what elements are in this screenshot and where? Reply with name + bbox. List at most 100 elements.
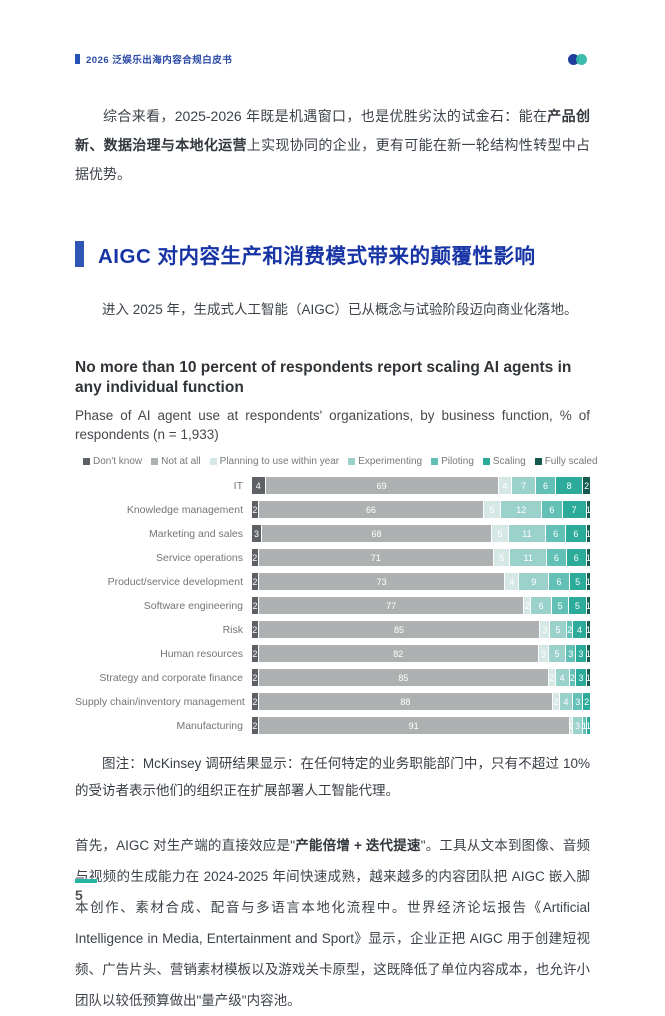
bar-segment: 77 [258,597,525,614]
text-segment: 上实现协同的企业，更有可能在新一轮结构性转型中占据优势。 [75,137,591,182]
chart-row: Software engineering 2 77 2 6 5 5 1 [75,597,590,614]
bar-segment: 5 [569,597,587,614]
bar-segment: 6 [549,573,570,590]
legend-label: Experimenting [358,456,423,467]
bar-segment: 1 [583,717,587,734]
row-label: Service operations [156,551,243,564]
row-label: Marketing and sales [149,527,243,540]
legend-label: Don't know [93,456,143,467]
legend-label: Fully scaled [544,456,598,467]
bar-segment: 3 [576,645,587,662]
bar-segment: 11 [510,549,547,566]
row-label: Risk [222,623,243,636]
intro-paragraph: 综合来看，2025-2026 年既是机遇窗口，也是优胜劣汰的试金石：能在产品创新… [75,102,590,189]
legend-swatch-icon [209,458,217,465]
body-paragraph: 首先，AIGC 对生产端的直接效应是"产能倍增 + 迭代提速"。工具从文本到图像… [75,830,590,1016]
header-accent-bar [75,54,80,64]
text-segment: 产能倍增 + 迭代提速 [294,838,421,853]
bar-segment: 6 [531,597,553,614]
chart-row: Human resources 2 82 3 5 3 3 1 [75,645,590,662]
bar-segment: 1 [586,573,590,590]
stacked-bar: 2 71 5 11 6 6 1 [252,549,590,566]
text-segment: 进入 2025 年，生成式人工智能（AIGC）已从概念与试验阶段迈向商业化落地。 [102,302,578,317]
bar-segment: 1 [586,597,590,614]
section-heading: AIGC 对内容生产和消费模式带来的颠覆性影响 [75,239,590,269]
bar-segment: 5 [484,501,502,518]
text-segment: 首先，AIGC 对生产端的直接效应是" [75,838,295,853]
legend-swatch-icon [482,458,490,465]
legend-item: Piloting [431,456,474,467]
bar-segment: 4 [252,477,266,494]
bar-segment: 6 [546,549,567,566]
row-label: Product/service development [107,575,243,588]
bar-segment: 2 [252,693,259,710]
stacked-bar: 2 77 2 6 5 5 1 [252,597,590,614]
chart-row: Product/service development 2 73 4 9 6 5 1 [75,573,590,590]
chart-row: Knowledge management 2 66 5 12 6 7 1 [75,501,590,518]
bar-segment: 5 [552,597,570,614]
chart-legend: Don't know Not at all Planning to use with… [83,456,598,467]
legend-label: Planning to use within year [219,456,340,467]
legend-item: Experimenting [348,456,422,467]
bar-segment: 5 [549,645,567,662]
bar-segment: 12 [501,501,543,518]
bar-segment: 3 [538,645,550,662]
chart-row: IT 4 69 4 7 6 8 2 [75,477,590,494]
bar-segment: 3 [540,621,551,638]
stacked-bar: 4 69 4 7 6 8 2 [252,477,590,494]
row-label: Strategy and corporate finance [99,671,243,684]
chart-row: Service operations 2 71 5 11 6 6 1 [75,549,590,566]
bar-segment: 4 [505,573,519,590]
legend-swatch-icon [431,458,439,465]
stacked-bar: 2 85 2 4 2 3 1 [252,669,590,686]
row-label: Software engineering [143,599,243,612]
chart-row: Risk 2 85 3 5 2 4 1 [75,621,590,638]
bar-segment: 1 [586,645,590,662]
stacked-bar: 2 66 5 12 6 7 1 [252,501,590,518]
legend-label: Scaling [492,456,526,467]
logo-circle-teal [576,54,587,65]
bar-segment: 91 [258,717,570,734]
bar-segment: 2 [549,669,556,686]
bar-segment: 6 [566,549,587,566]
chart-row: Marketing and sales 3 68 5 11 6 6 1 [75,525,590,542]
bar-segment: 1 [586,717,590,734]
stacked-bar: 2 82 3 5 3 3 1 [252,645,590,662]
legend-swatch-icon [83,458,90,465]
bar-segment: 2 [252,501,259,518]
text-segment: 综合来看，2025-2026 年既是机遇窗口，也是优胜劣汰的试金石：能在 [103,108,548,124]
bar-segment: 4 [498,477,513,494]
bar-segment: 6 [542,501,563,518]
bar-segment: 5 [491,525,509,542]
bar-segment: 2 [553,693,560,710]
row-label: Knowledge management [126,503,243,516]
chart-figure: No more than 10 percent of respondents r… [75,358,598,734]
brand-logo-icon [568,53,590,65]
chart-row: Supply chain/inventory management 2 88 2 4 3 2 [75,693,590,710]
legend-swatch-icon [348,458,356,465]
stacked-bar: 2 85 3 5 2 4 1 [252,621,590,638]
bar-segment: 71 [258,549,494,566]
bar-segment: 85 [258,669,550,686]
bar-segment: 2 [252,597,259,614]
logo-circle-blue [568,54,579,65]
bar-segment: 4 [559,693,574,710]
bar-segment: 1 [586,501,590,518]
row-label: Manufacturing [176,719,243,732]
bar-segment: 2 [583,477,590,494]
bar-segment: 11 [508,525,547,542]
bar-segment: 1 [569,717,573,734]
bar-segment: 82 [258,645,539,662]
bar-segment: 6 [535,477,557,494]
bar-segment: 2 [583,693,590,710]
bar-segment: 2 [566,621,574,638]
bar-segment: 3 [252,525,263,542]
bar-segment: 3 [573,693,584,710]
bar-segment: 7 [512,477,536,494]
bar-segment: 2 [252,573,259,590]
bar-segment: 4 [573,621,587,638]
stacked-bar: 2911311 [252,717,590,734]
legend-label: Not at all [161,456,201,467]
chart-rows: IT 4 69 4 7 6 8 2 Knowledge management 2 66 5 12 6 7 1 M… [75,477,590,734]
header-left: 2026 泛娱乐出海内容合规白皮书 [75,52,232,66]
